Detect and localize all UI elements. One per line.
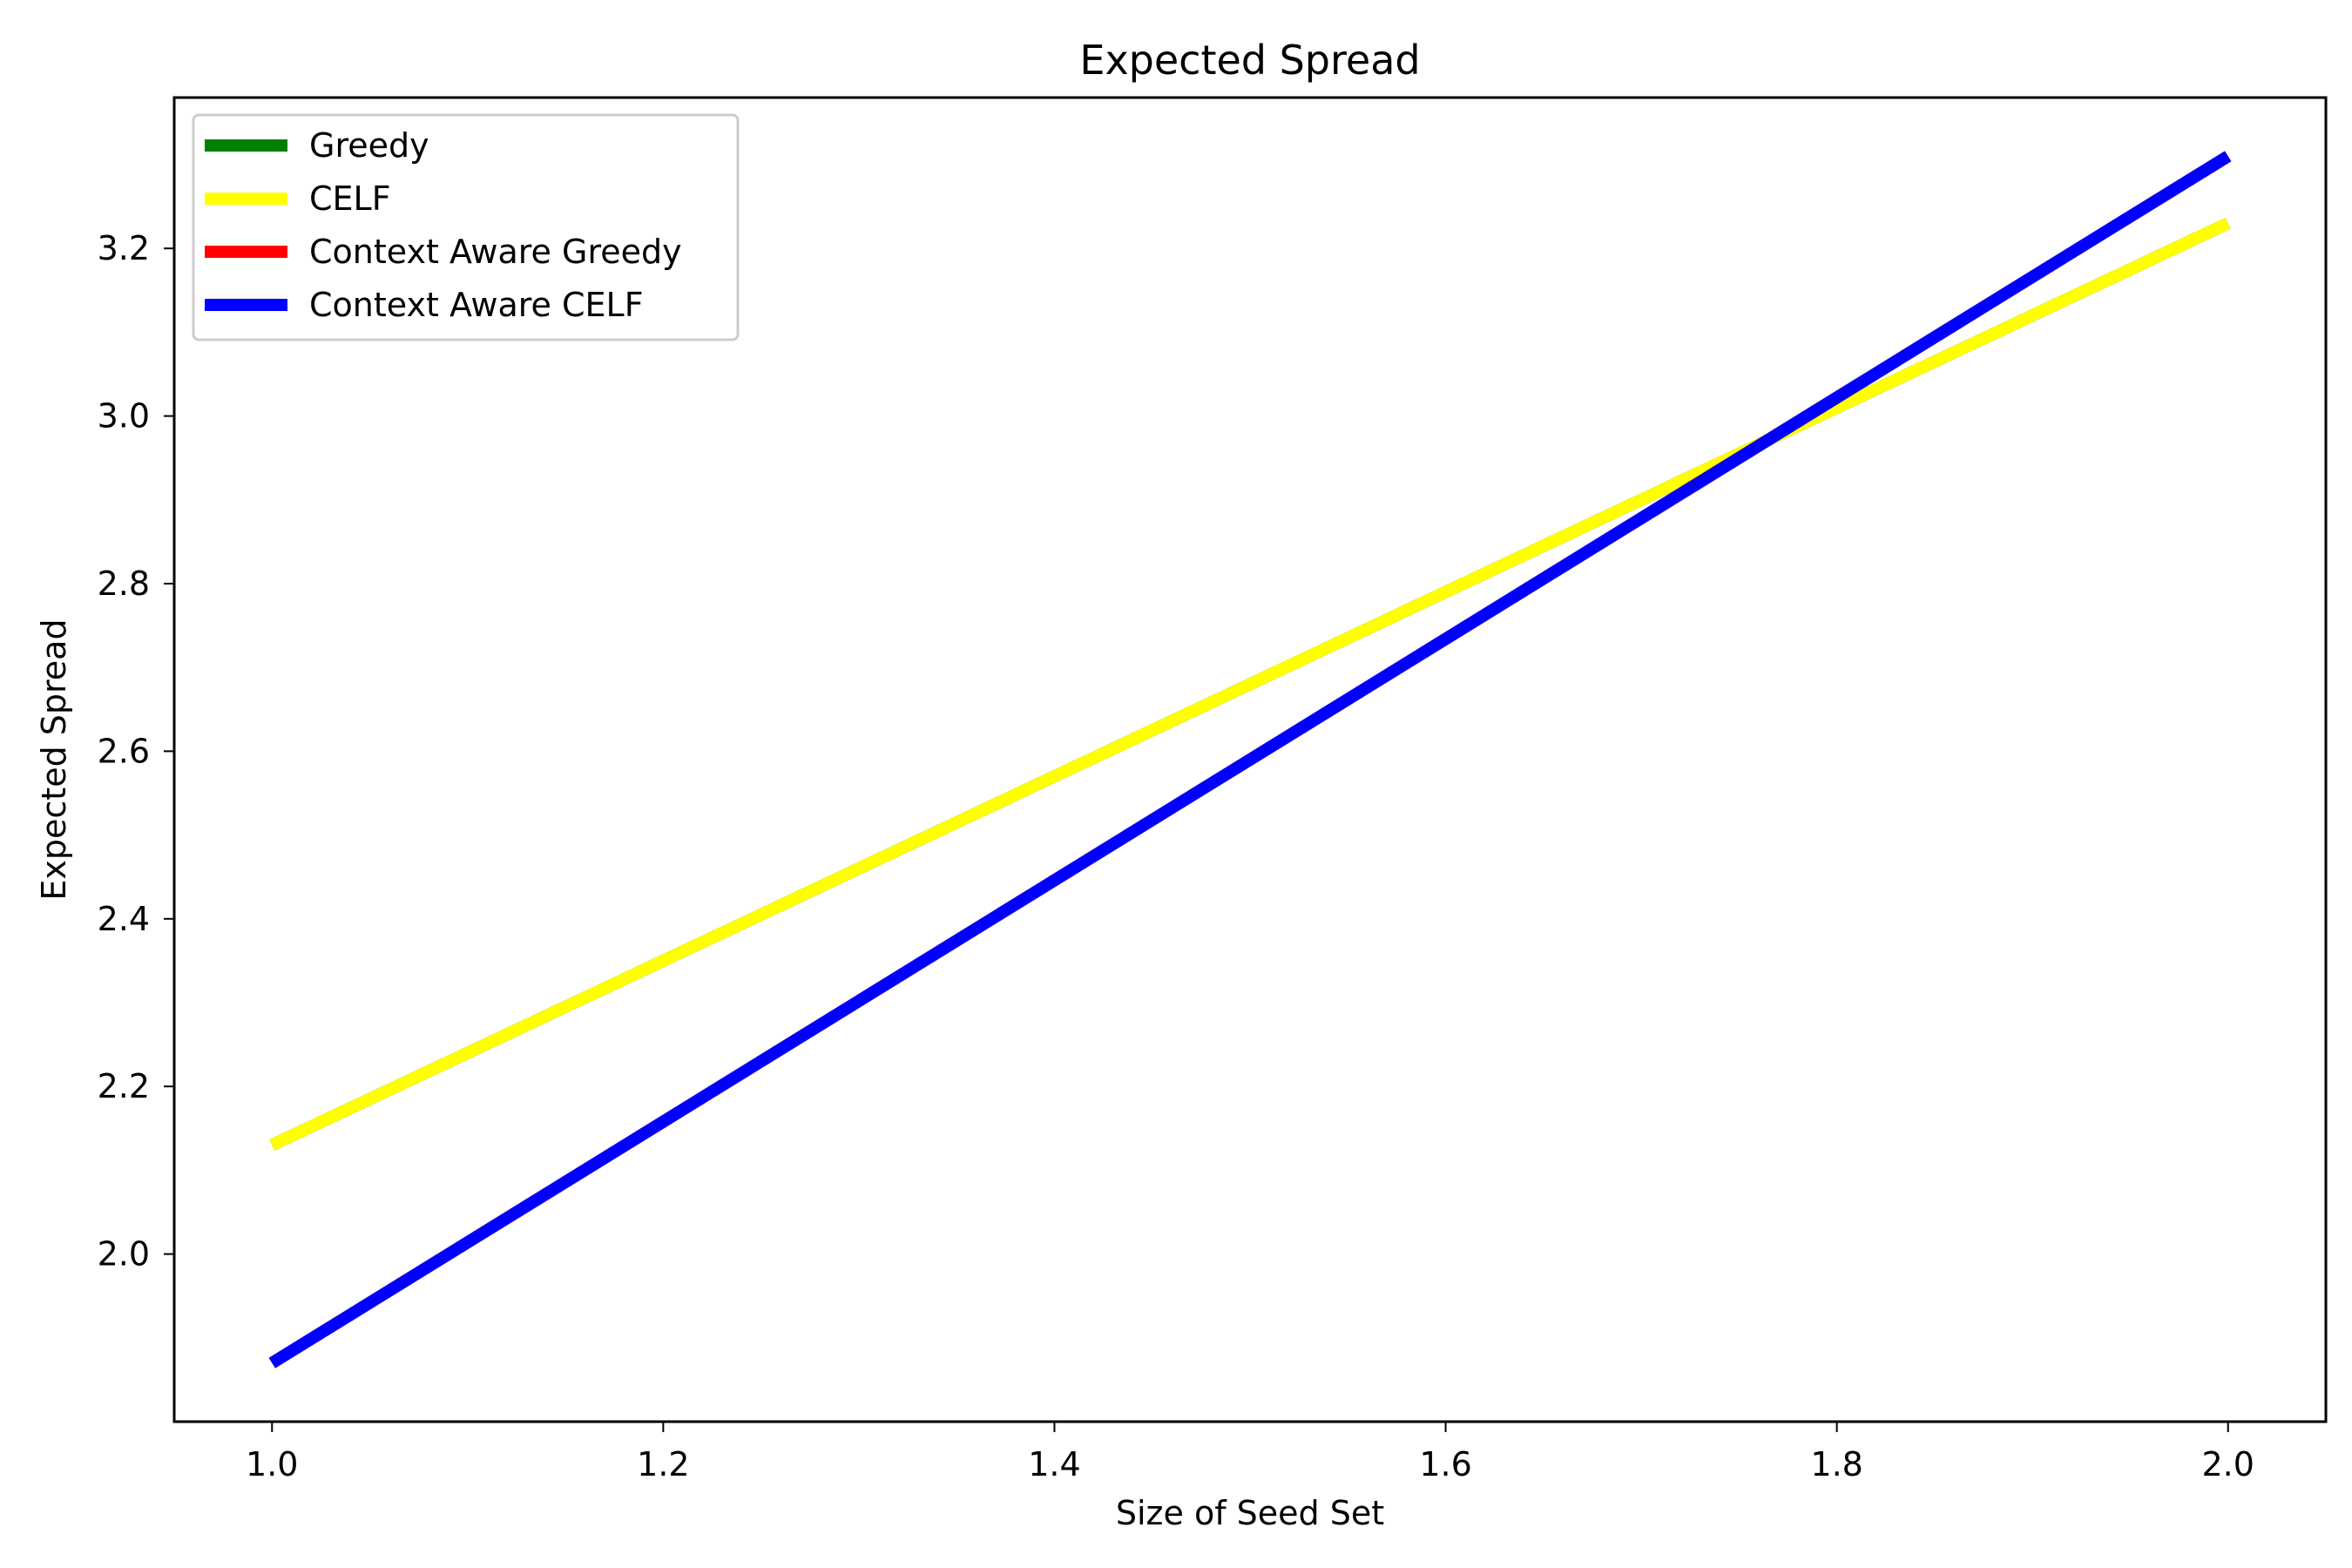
legend-label: Greedy <box>309 126 429 165</box>
y-tick-label: 2.6 <box>98 732 150 770</box>
y-tick-label: 3.2 <box>98 229 150 267</box>
x-axis-title: Size of Seed Set <box>1116 1494 1384 1532</box>
legend-label: CELF <box>309 179 391 218</box>
x-tick-label: 1.2 <box>637 1445 689 1484</box>
series-layer <box>268 151 2232 1369</box>
series-line-context-aware-celf <box>268 151 2232 1369</box>
series-line-celf <box>269 217 2231 1151</box>
y-tick-label: 2.4 <box>98 900 150 938</box>
x-tick-label: 1.8 <box>1810 1445 1862 1484</box>
legend-frame <box>192 113 740 341</box>
x-axis-ticks: 1.0 1.2 1.4 1.6 1.8 2.0 <box>246 1422 2254 1484</box>
y-axis-ticks: 2.0 2.2 2.4 2.6 2.8 3.0 3.2 <box>98 229 174 1274</box>
legend: Greedy CELF Context Aware Greedy Context Aw… <box>192 113 740 341</box>
legend-label: Context Aware CELF <box>309 286 644 324</box>
y-tick-label: 2.8 <box>98 564 150 603</box>
legend-label: Context Aware Greedy <box>309 233 682 271</box>
y-tick-label: 3.0 <box>98 397 150 436</box>
x-tick-label: 2.0 <box>2202 1445 2254 1484</box>
x-tick-label: 1.4 <box>1028 1445 1080 1484</box>
x-tick-label: 1.6 <box>1419 1445 1471 1484</box>
y-tick-label: 2.2 <box>98 1067 150 1105</box>
y-tick-label: 2.0 <box>98 1235 150 1274</box>
legend-items: Greedy CELF Context Aware Greedy Context Aw… <box>205 126 682 324</box>
y-axis-title: Expected Spread <box>35 618 73 900</box>
chart-title: Expected Spread <box>1079 37 1420 84</box>
x-tick-label: 1.0 <box>246 1445 298 1484</box>
